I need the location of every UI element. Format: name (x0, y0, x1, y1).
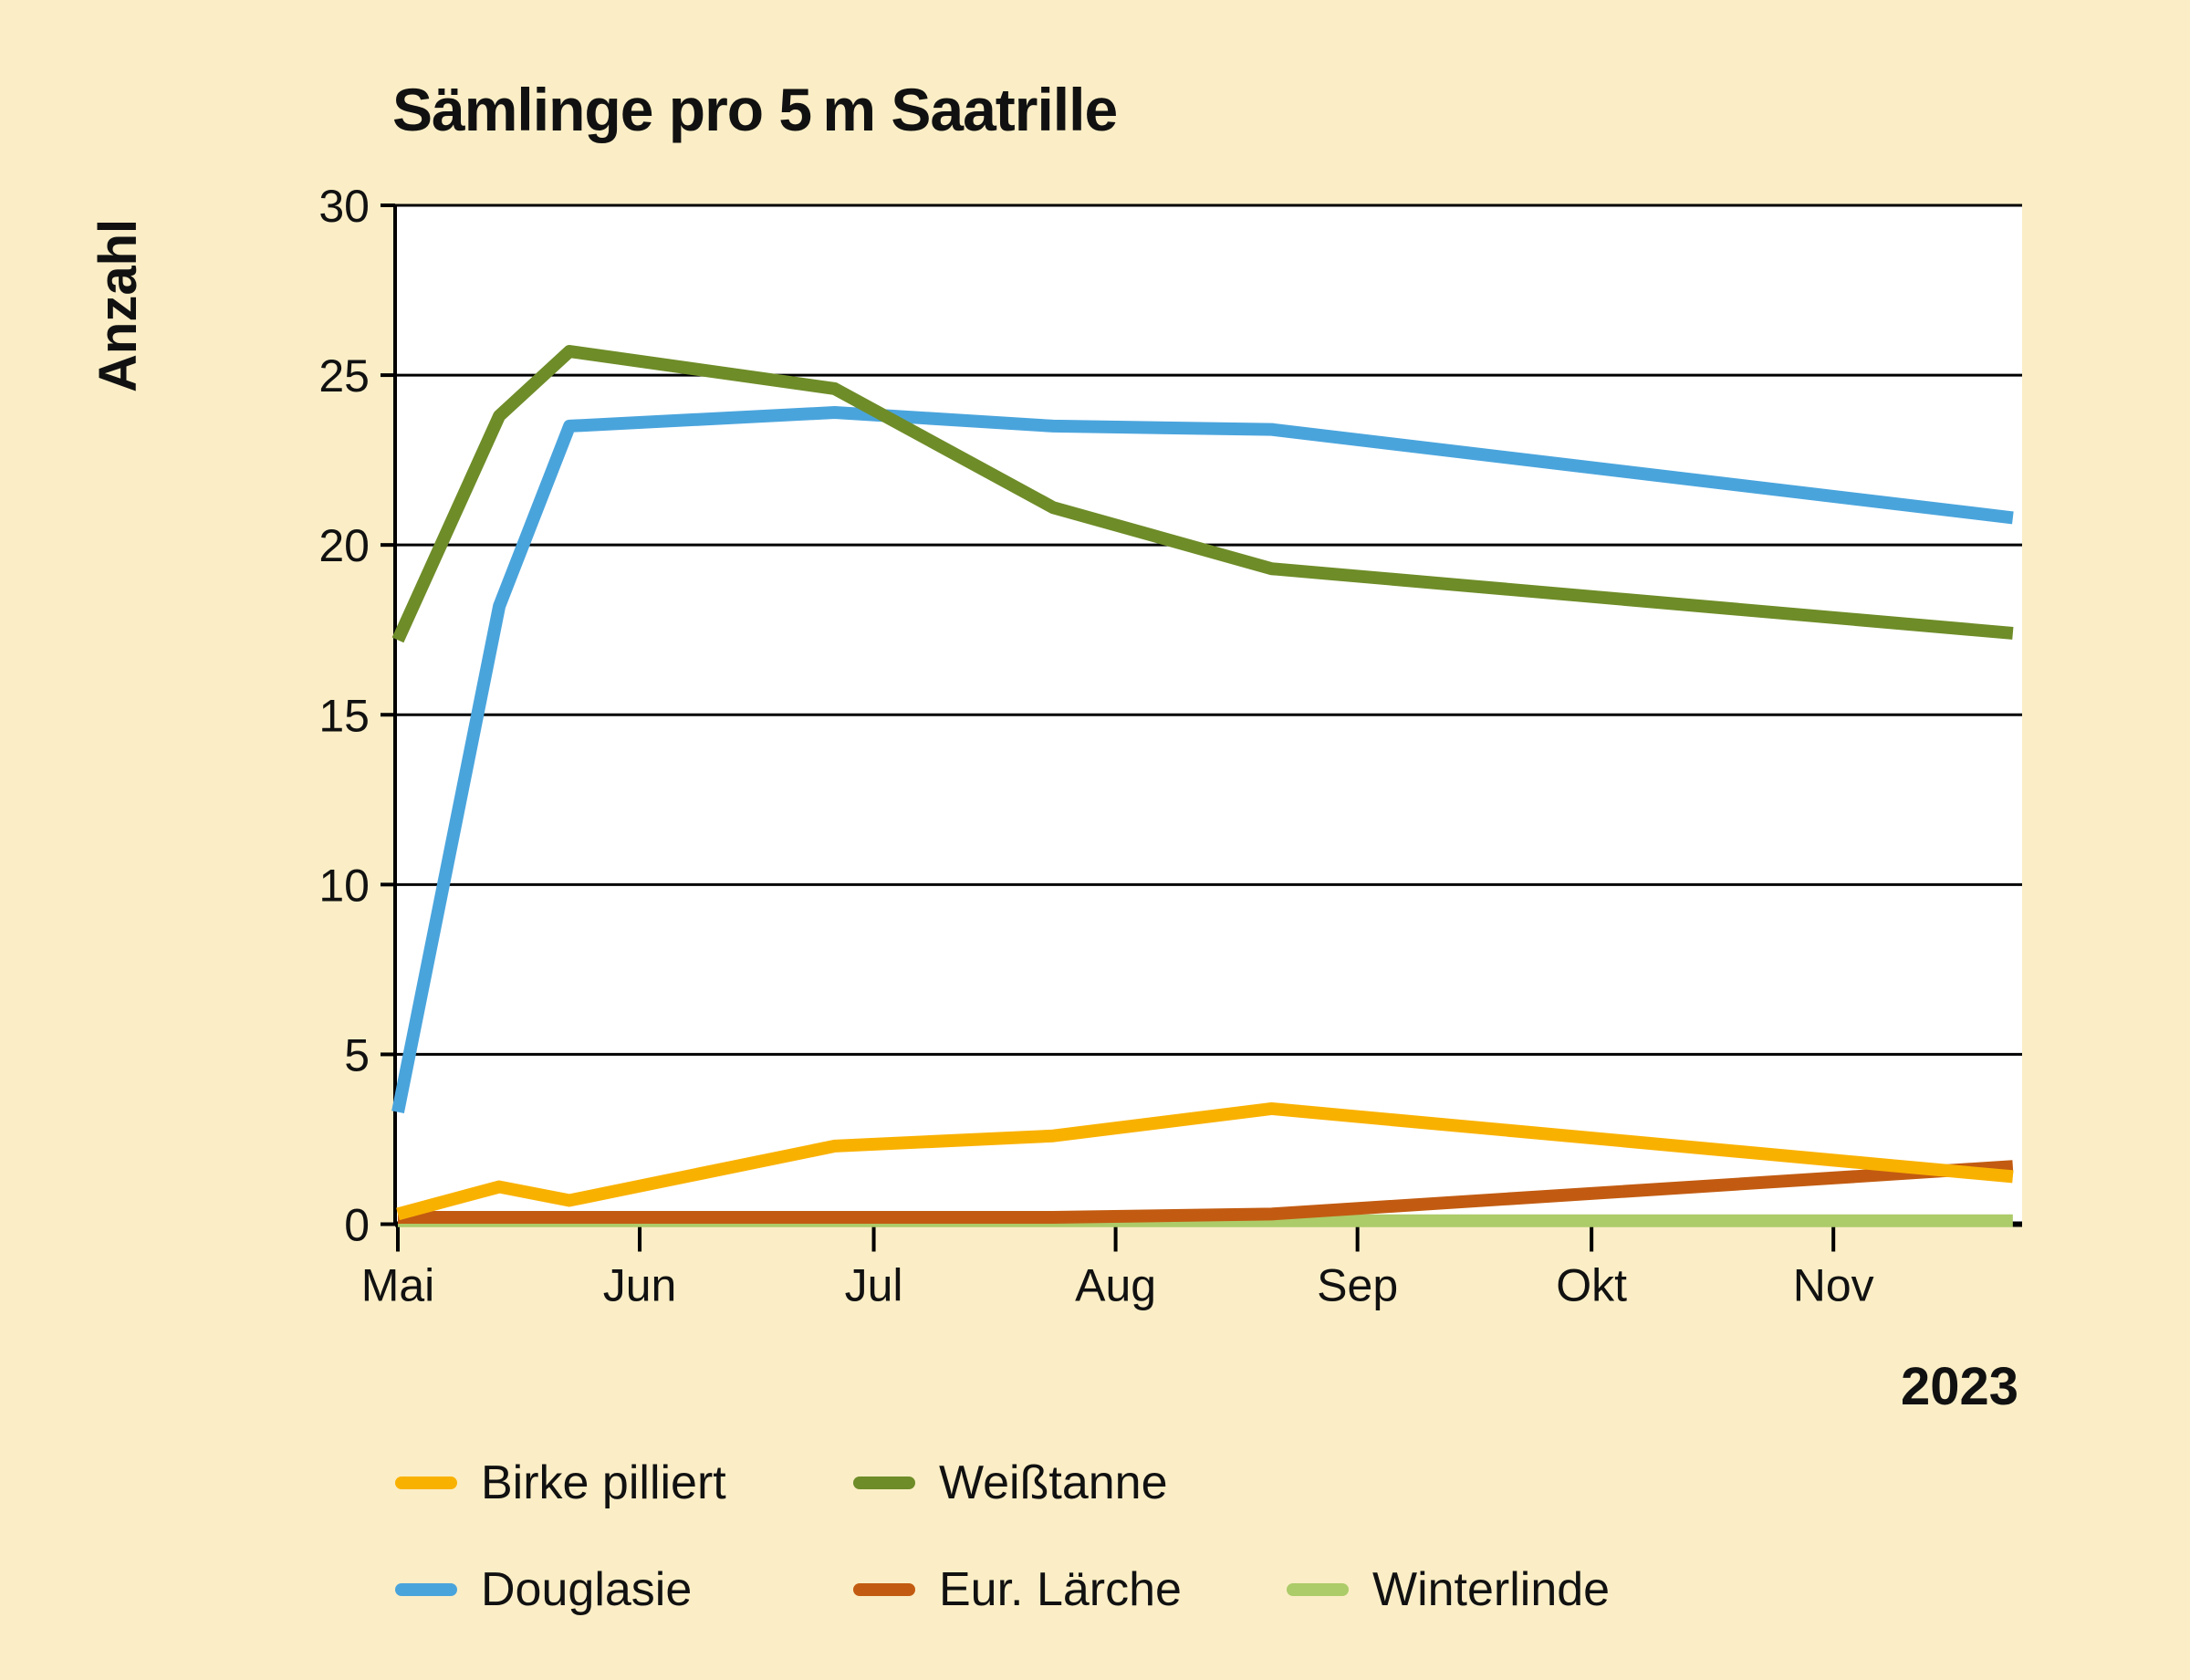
y-tick-label-10: 10 (318, 860, 370, 911)
legend-item-winterlinde: Winterlinde (1287, 1560, 1610, 1620)
legend-item-weißtanne: Weißtanne (853, 1453, 1168, 1513)
legend-label: Weißtanne (939, 1456, 1168, 1509)
legend-label: Birke pilliert (481, 1456, 726, 1509)
y-tick-label-0: 0 (344, 1200, 370, 1251)
series-line-douglasie (391, 406, 2014, 1114)
legend-swatch-icon (395, 1477, 457, 1489)
legend-swatch-icon (853, 1583, 915, 1596)
legend-swatch-icon (853, 1477, 915, 1489)
x-tick-label-Mai: Mai (361, 1260, 435, 1311)
x-tick-label-Nov: Nov (1793, 1260, 1874, 1311)
series-line-eur-lärche (398, 1160, 2014, 1225)
legend-label: Douglasie (481, 1563, 693, 1616)
y-tick-label-20: 20 (318, 520, 370, 571)
y-tick-label-30: 30 (318, 181, 370, 232)
chart-title: Sämlinge pro 5 m Saatrille (392, 76, 1118, 143)
series-line-birke-pilliert (396, 1101, 2014, 1221)
legend-item-douglasie: Douglasie (395, 1560, 692, 1620)
y-tick-label-5: 5 (344, 1029, 370, 1080)
legend-label: Eur. Lärche (939, 1563, 1182, 1616)
x-tick-label-Okt: Okt (1556, 1260, 1627, 1311)
x-tick-label-Jul: Jul (845, 1260, 903, 1311)
x-axis-year-label: 2023 (1900, 1357, 2018, 1416)
series-line-weißtanne (391, 345, 2014, 643)
y-tick-label-15: 15 (318, 690, 370, 741)
legend-item-birke-pilliert: Birke pilliert (395, 1453, 726, 1513)
x-tick-label-Jun: Jun (603, 1260, 677, 1311)
y-tick-label-25: 25 (318, 350, 370, 402)
legend-swatch-icon (395, 1583, 457, 1596)
legend-swatch-icon (1287, 1583, 1349, 1596)
legend-label: Winterlinde (1372, 1563, 1611, 1616)
legend-item-eur-lärche: Eur. Lärche (853, 1560, 1182, 1620)
x-tick-label-Aug: Aug (1075, 1260, 1156, 1311)
x-tick-label-Sep: Sep (1317, 1260, 1398, 1311)
